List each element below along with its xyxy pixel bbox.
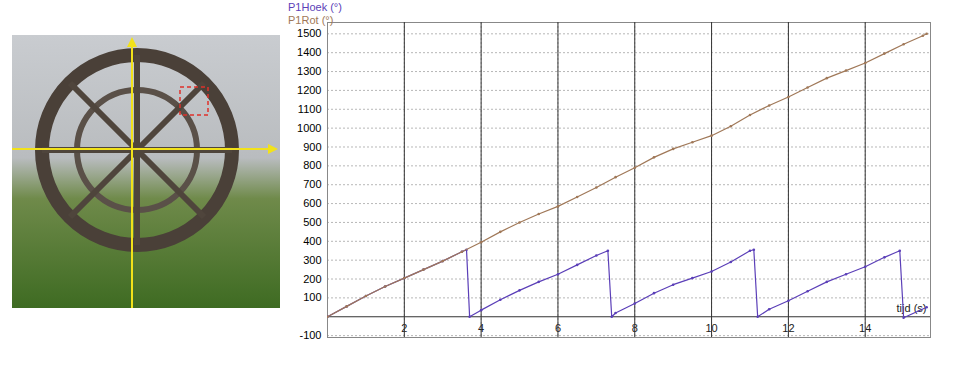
svg-text:1400: 1400 (297, 46, 321, 58)
svg-text:1100: 1100 (298, 103, 322, 115)
svg-text:12: 12 (782, 322, 795, 335)
svg-text:100: 100 (303, 291, 321, 303)
svg-text:tijd (s): tijd (s) (897, 302, 927, 314)
svg-text:1300: 1300 (297, 65, 321, 77)
svg-text:400: 400 (303, 235, 321, 247)
svg-text:900: 900 (303, 141, 321, 153)
svg-text:300: 300 (303, 254, 321, 266)
svg-text:6: 6 (554, 322, 561, 335)
svg-text:1000: 1000 (297, 122, 321, 134)
html-text:P1Rot (°): P1Rot (°) (288, 14, 334, 26)
svg-text:8: 8 (631, 322, 638, 335)
svg-text:2: 2 (401, 322, 408, 335)
svg-text:500: 500 (303, 216, 321, 228)
svg-text:-100: -100 (299, 329, 321, 341)
svg-text:1500: 1500 (297, 27, 321, 39)
svg-text:4: 4 (478, 322, 485, 335)
svg-text:700: 700 (303, 178, 321, 190)
html-text:P1Hoek (°): P1Hoek (°) (288, 1, 342, 13)
svg-text:800: 800 (303, 159, 321, 171)
svg-text:600: 600 (303, 197, 321, 209)
svg-text:1200: 1200 (297, 84, 321, 96)
svg-text:200: 200 (303, 273, 321, 285)
svg-text:14: 14 (859, 322, 872, 335)
svg-text:10: 10 (705, 322, 718, 335)
